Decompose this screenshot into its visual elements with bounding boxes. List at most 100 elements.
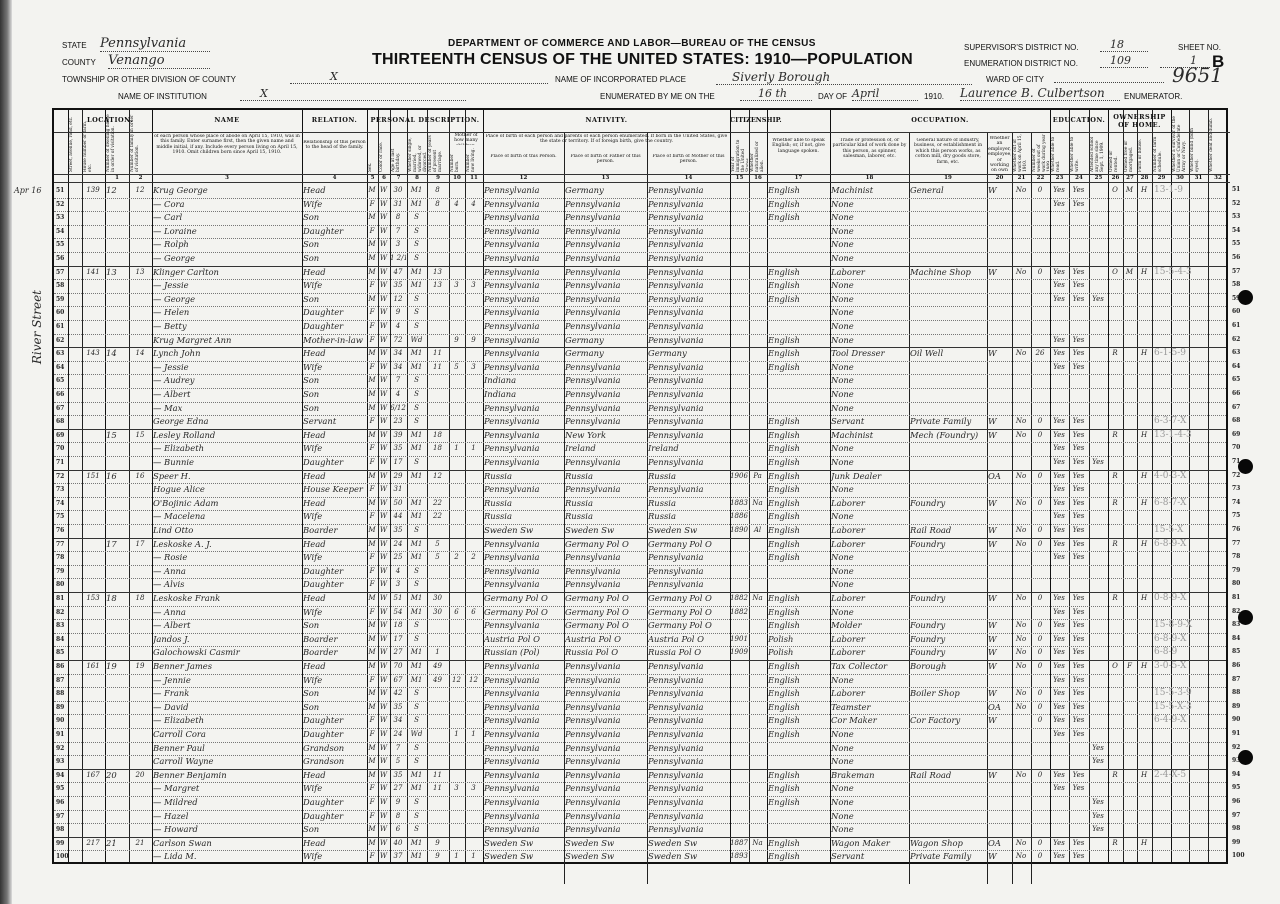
cell-bf: Germany — [565, 348, 604, 359]
line-number-right: 80 — [1232, 580, 1241, 588]
cell-lang: English — [768, 429, 800, 440]
cell-ym: 11 — [433, 349, 442, 358]
cell-bm: Pennsylvania — [648, 334, 704, 345]
row-divider — [54, 850, 1226, 852]
cell-bp: Pennsylvania — [484, 307, 540, 318]
cell-marital: M1 — [410, 852, 423, 861]
cell-write: Yes — [1072, 444, 1085, 453]
cell-age: 8 — [395, 213, 401, 222]
cell-read: Yes — [1053, 634, 1065, 643]
cell-sex: F — [369, 444, 375, 453]
cell-lang: English — [768, 198, 800, 209]
cell-ym: 11 — [433, 770, 442, 779]
cell-ym: 22 — [433, 512, 442, 521]
cell-farm: H — [1140, 186, 1148, 194]
pencil-code: 6-3-7-X — [1154, 416, 1187, 427]
row-divider — [54, 714, 1226, 716]
cell-lang: English — [768, 511, 800, 522]
line-number-right: 91 — [1232, 730, 1241, 737]
pencil-code: 15-5-X — [1154, 525, 1184, 535]
census-row: 83— Albert Son M W 18 S Pennsylvania Germany Po… — [54, 619, 1226, 633]
cell-occ: None — [831, 225, 854, 236]
cell-house: 217 — [86, 838, 100, 847]
cell-marital: S — [414, 403, 419, 412]
cell-color: W — [379, 743, 388, 752]
pencil-code: 13-1-9 — [1154, 185, 1183, 195]
subheader-occ: Trade or profession of, or particular ki… — [832, 138, 907, 160]
cell-nat: Al — [753, 526, 762, 534]
cell-family: 17 — [135, 539, 145, 548]
cell-age: 17 — [393, 634, 403, 643]
pencil-code: 15-8-9-X — [1154, 620, 1193, 631]
cell-wk: 0 — [1037, 634, 1043, 643]
cell-name: — Betty — [153, 321, 187, 331]
cell-lang: English — [768, 457, 800, 467]
cell-read: Yes — [1053, 838, 1065, 847]
cell-bm: Pennsylvania — [648, 701, 704, 712]
cell-sex: M — [368, 757, 376, 766]
cell-dwelling: 17 — [106, 538, 117, 549]
cell-wk: 0 — [1037, 498, 1043, 507]
line-number-right: 95 — [1232, 784, 1241, 792]
cell-marital: M1 — [410, 594, 423, 602]
cell-color: W — [379, 308, 388, 317]
cell-occ: Laborer — [831, 525, 865, 535]
cell-sex: M — [368, 186, 376, 194]
cell-ind: Rail Road — [910, 769, 952, 780]
cell-name: — Audrey — [153, 375, 195, 386]
cell-age: 8 — [395, 811, 401, 820]
cell-lang: English — [768, 484, 800, 495]
cell-living: 3 — [471, 362, 476, 371]
cell-name: — Rolph — [153, 239, 189, 250]
cell-bm: Ireland — [648, 443, 679, 454]
cell-color: W — [379, 199, 388, 208]
subheader-relation: Relationship of this person to the head … — [303, 140, 366, 151]
row-divider — [54, 360, 1226, 362]
cell-occ: None — [831, 389, 854, 399]
cell-ym: 13 — [433, 267, 442, 276]
row-divider — [54, 442, 1226, 444]
cell-name: — Helen — [153, 307, 190, 318]
column-number-sex: 5 — [370, 175, 375, 181]
cell-relation: Son — [303, 688, 320, 699]
cell-relation: Son — [303, 293, 320, 304]
cell-sex: M — [368, 254, 376, 262]
cell-emp: W — [988, 416, 997, 427]
pencil-code: 15-5-3-9 — [1154, 688, 1192, 699]
line-number-left: 94 — [56, 771, 65, 779]
line-number-right: 90 — [1232, 716, 1241, 724]
cell-relation: Son — [303, 701, 320, 712]
cell-relation: Head — [303, 266, 326, 277]
line-number-right: 75 — [1232, 512, 1241, 520]
line-number-left: 93 — [56, 758, 65, 766]
supervisor-label: Supervisor's District No. — [964, 43, 1079, 52]
county-label: County — [62, 58, 96, 67]
day-of-label: day of — [818, 92, 848, 101]
row-divider — [54, 197, 1226, 199]
cell-ow: No — [1015, 539, 1027, 548]
cell-own: R — [1112, 430, 1118, 439]
cell-color: W — [379, 349, 388, 358]
cell-age: 34 — [393, 362, 403, 371]
line-number-left: 88 — [56, 690, 65, 698]
census-row: 87 — Jennie Wife F W 67 M1 49 12 12 Pennsylvania Pe… — [54, 674, 1226, 688]
cell-wk: 26 — [1035, 349, 1045, 358]
vertical-header-write: Whether able to write. — [1070, 136, 1080, 172]
cell-write: Yes — [1072, 716, 1085, 725]
cell-lang: English — [768, 497, 800, 508]
cell-lang: English — [768, 797, 800, 807]
cell-color: W — [379, 417, 388, 426]
cell-dwelling: 14 — [106, 348, 117, 359]
cell-bm: Pennsylvania — [648, 742, 704, 753]
cell-color: W — [379, 403, 388, 412]
cell-marital: M1 — [410, 362, 423, 371]
cell-sex: F — [369, 485, 375, 494]
cell-wk: 0 — [1037, 716, 1043, 725]
cell-dwelling: 21 — [106, 837, 117, 848]
row-divider — [54, 347, 1226, 349]
cell-occ: Laborer — [831, 647, 865, 658]
cell-bm: Russia — [648, 497, 676, 508]
cell-sex: F — [369, 335, 375, 344]
cell-lang: English — [768, 416, 800, 427]
cell-name: — Carl — [153, 212, 183, 223]
